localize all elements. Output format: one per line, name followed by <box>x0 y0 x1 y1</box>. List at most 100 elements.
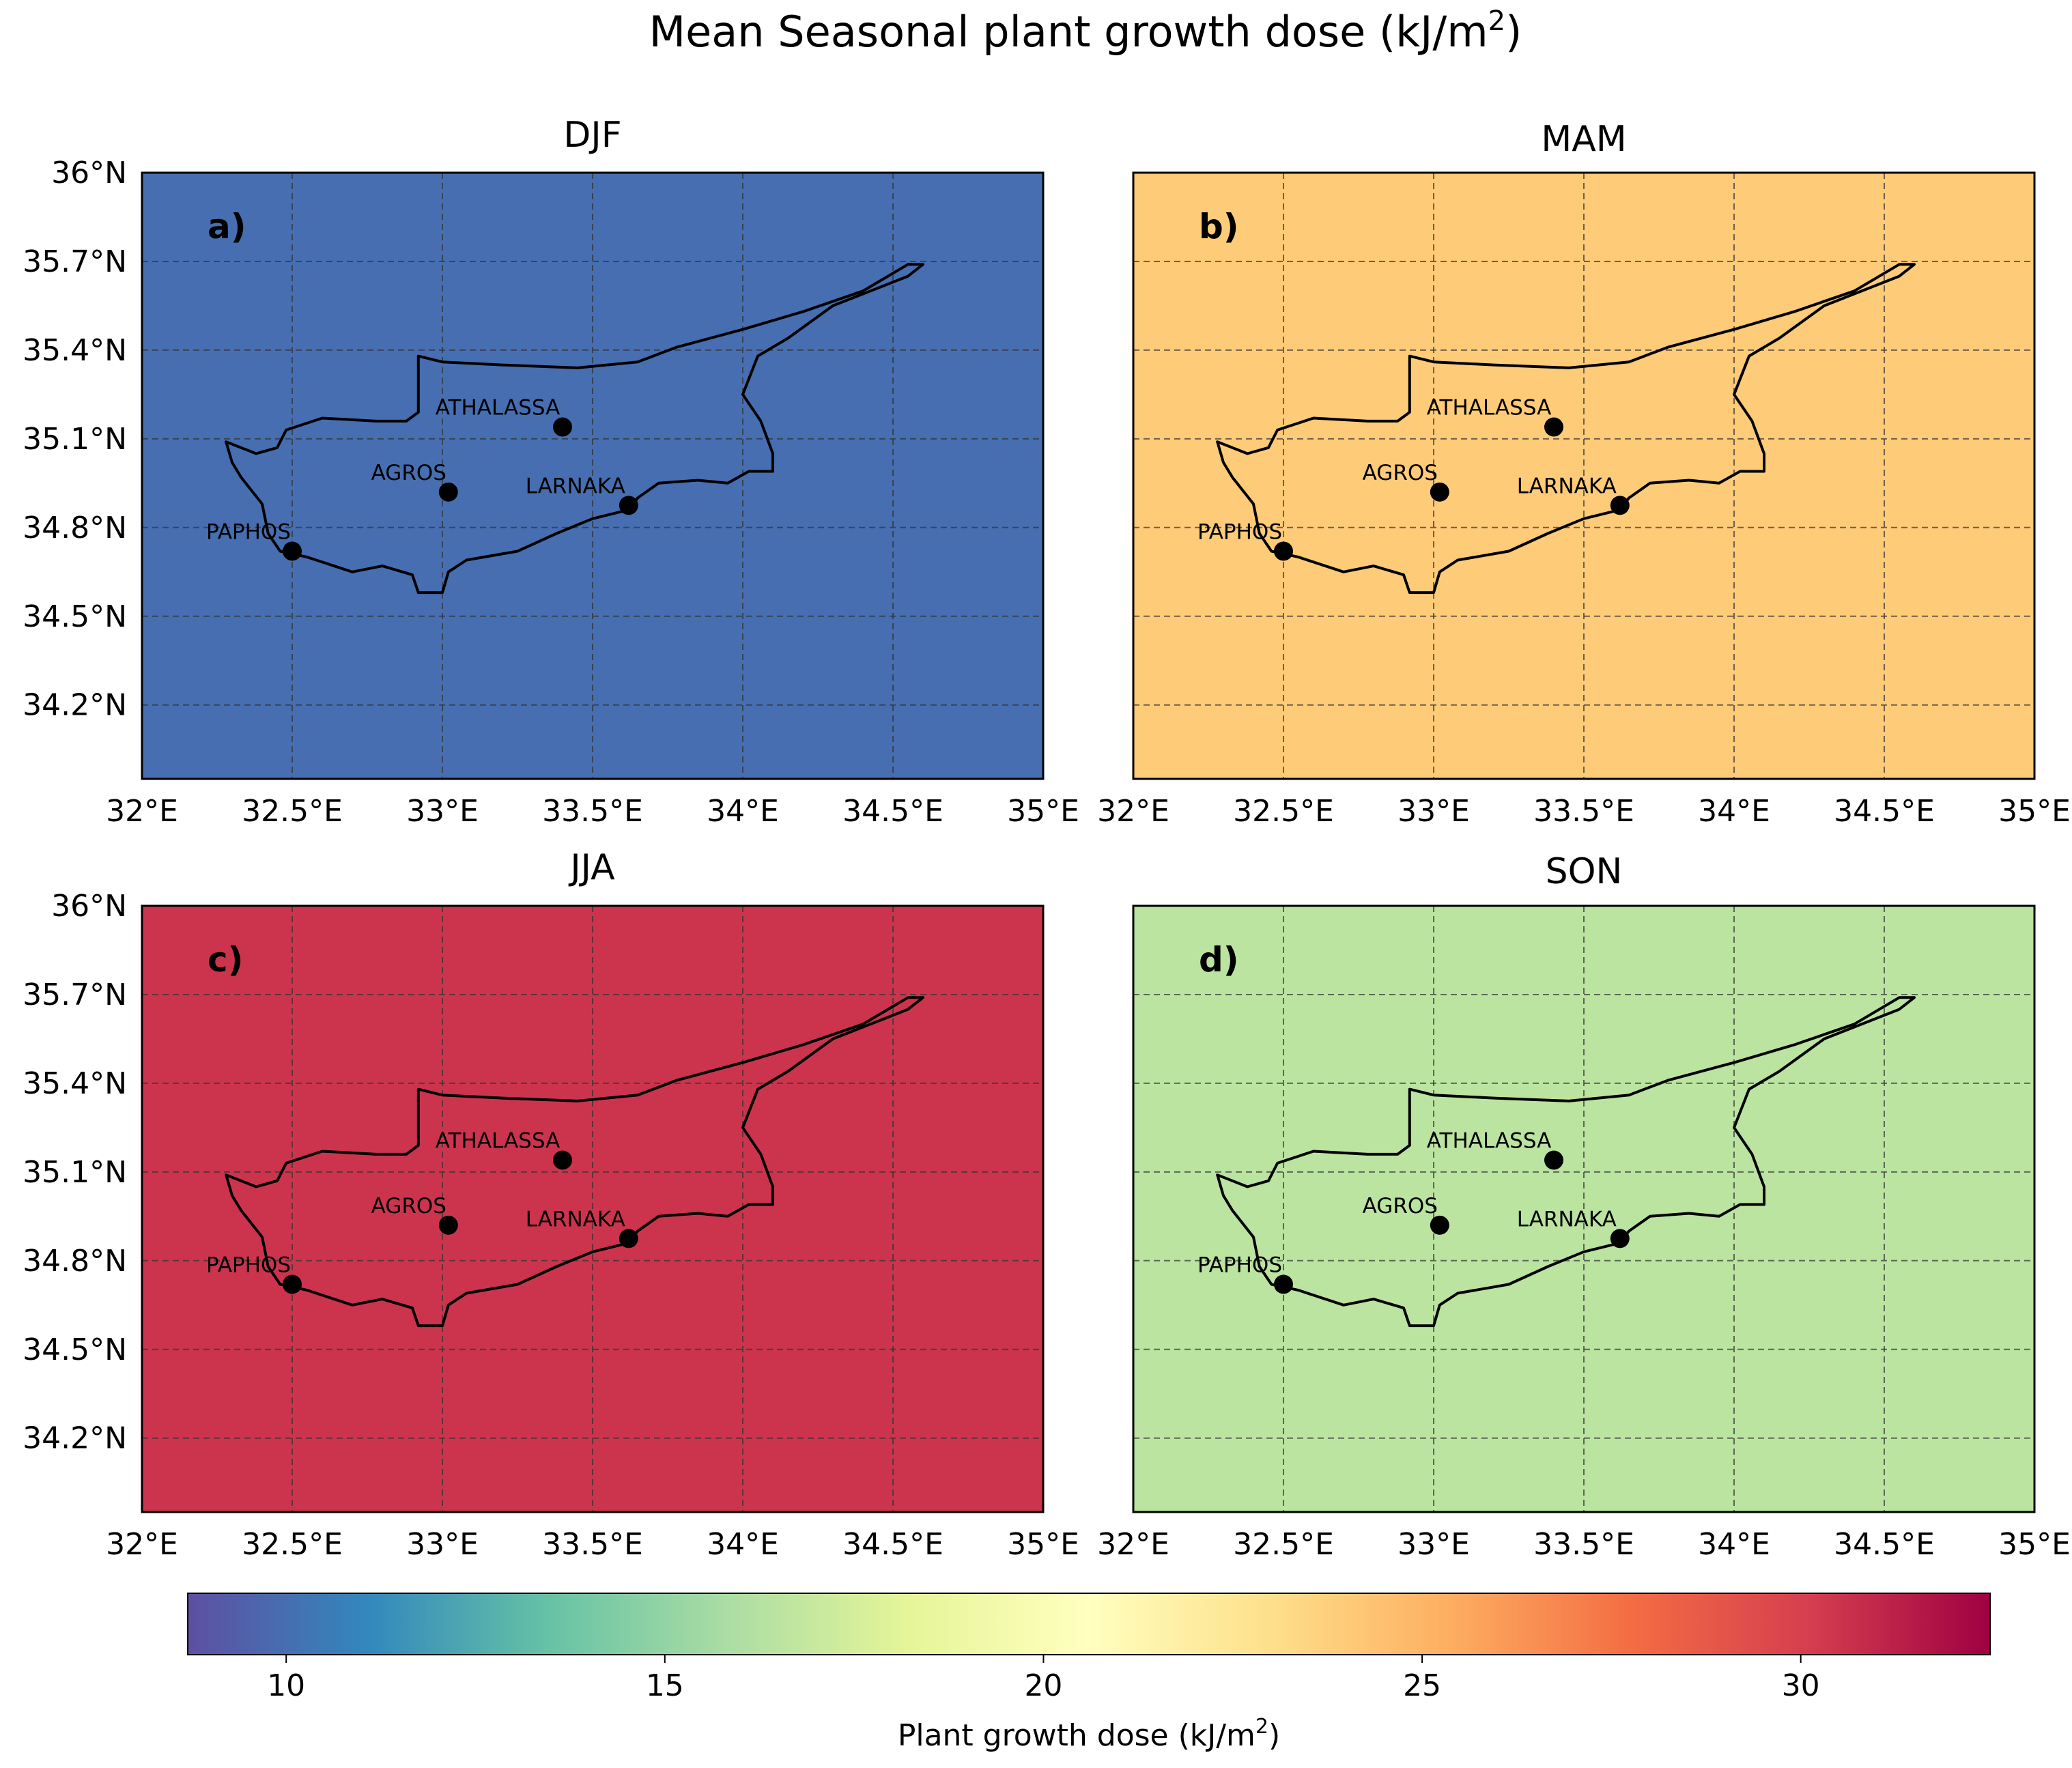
station-label: AGROS <box>1363 1194 1438 1218</box>
y-tick-label: 35.7°N <box>23 978 127 1012</box>
station-label: AGROS <box>371 461 446 485</box>
cyprus-coastline <box>1216 263 1916 595</box>
x-tick-label: 33°E <box>406 1527 479 1562</box>
station-marker <box>1610 496 1630 515</box>
x-tick-label: 34°E <box>1698 794 1770 829</box>
station-marker <box>438 1215 458 1235</box>
colorbar-label: Plant growth dose (kJ/m2) <box>898 1715 1280 1753</box>
panel-title: MAM <box>1541 119 1626 160</box>
station-label: PAPHOS <box>206 1253 291 1277</box>
station-marker <box>1544 417 1563 437</box>
map-panel-djf: DJF ATHALASSA AGROS LARNAKA PAPHOS a) 32°E 32.5… <box>23 115 1079 829</box>
station-label: AGROS <box>1363 461 1438 485</box>
station-label: ATHALASSA <box>1427 1129 1552 1154</box>
x-tick-label: 32.5°E <box>1233 794 1334 829</box>
x-tick-label: 34.5°E <box>1834 794 1935 829</box>
y-tick-label: 36°N <box>51 156 127 190</box>
y-tick-label: 34.5°N <box>23 1332 127 1367</box>
x-tick-label: 32°E <box>106 794 178 829</box>
y-tick-label: 35.1°N <box>23 1155 127 1190</box>
panel-title: JJA <box>568 847 615 888</box>
cyprus-coastline <box>225 263 924 595</box>
x-tick-label: 33°E <box>1397 794 1470 829</box>
panel-letter: a) <box>208 207 246 246</box>
cyprus-coastline <box>1216 996 1916 1328</box>
map-panel-jja: JJA ATHALASSA AGROS LARNAKA PAPHOS c) 32°E 32.5… <box>23 847 1079 1562</box>
x-tick-label: 33.5°E <box>1533 794 1634 829</box>
y-tick-label: 35.1°N <box>23 422 127 457</box>
station-marker <box>553 417 572 437</box>
station-label: ATHALASSA <box>436 1129 560 1154</box>
x-tick-label: 33°E <box>1397 1527 1470 1562</box>
panel-group: DJF ATHALASSA AGROS LARNAKA PAPHOS a) 32°E 32.5… <box>23 115 2071 1562</box>
x-tick-label: 35°E <box>1007 1527 1079 1562</box>
x-tick-label: 32°E <box>106 1527 178 1562</box>
panel-letter: c) <box>208 940 244 980</box>
station-label: LARNAKA <box>1517 1207 1617 1231</box>
station-label: ATHALASSA <box>1427 396 1552 420</box>
station-marker <box>1610 1229 1630 1249</box>
panel-letter: b) <box>1199 207 1239 246</box>
station-label: AGROS <box>371 1194 446 1218</box>
figure-title: Mean Seasonal plant growth dose (kJ/m2) <box>649 5 1522 57</box>
x-tick-label: 33°E <box>406 794 479 829</box>
colorbar-ticks: 10 15 20 25 30 <box>267 1655 1820 1703</box>
x-tick-label: 34°E <box>707 1527 779 1562</box>
y-tick-label: 35.7°N <box>23 244 127 279</box>
x-tick-label: 33.5°E <box>542 794 643 829</box>
station-label: PAPHOS <box>1197 1253 1282 1277</box>
station-label: LARNAKA <box>1517 474 1617 498</box>
station-marker <box>1430 1215 1449 1235</box>
map-frame <box>141 904 1045 1513</box>
x-tick-label: 35°E <box>1007 794 1079 829</box>
station-label: LARNAKA <box>526 474 625 498</box>
x-tick-label: 32.5°E <box>242 1527 343 1562</box>
x-tick-label: 32°E <box>1097 1527 1169 1562</box>
x-tick-label: 32°E <box>1097 794 1169 829</box>
map-frame <box>141 171 1045 780</box>
station-marker <box>619 496 638 515</box>
station-marker <box>619 1229 638 1249</box>
y-tick-label: 35.4°N <box>23 333 127 368</box>
y-tick-label: 34.2°N <box>23 688 127 723</box>
y-tick-label: 34.5°N <box>23 599 127 634</box>
x-tick-label: 34.5°E <box>1834 1527 1935 1562</box>
colorbar-tick-label: 15 <box>646 1668 684 1703</box>
station-label: LARNAKA <box>526 1207 625 1231</box>
y-tick-label: 34.2°N <box>23 1421 127 1456</box>
station-marker <box>438 482 458 502</box>
colorbar-tick-label: 20 <box>1024 1668 1062 1703</box>
station-marker <box>1274 541 1293 561</box>
panel-letter: d) <box>1199 940 1239 980</box>
x-tick-label: 33.5°E <box>542 1527 643 1562</box>
station-marker <box>283 541 302 561</box>
cyprus-coastline <box>225 996 924 1328</box>
x-tick-label: 34.5°E <box>842 794 943 829</box>
map-frame <box>1132 904 2036 1513</box>
map-panel-son: SON ATHALASSA AGROS LARNAKA PAPHOS d) 32°E 32.5… <box>1097 851 2071 1562</box>
x-tick-label: 32.5°E <box>242 794 343 829</box>
station-label: PAPHOS <box>1197 519 1282 544</box>
station-marker <box>553 1150 572 1170</box>
map-frame <box>1132 171 2036 780</box>
y-tick-label: 34.8°N <box>23 1244 127 1279</box>
station-marker <box>1430 482 1449 502</box>
colorbar: 10 15 20 25 30 Plant growth dose (kJ/m2) <box>187 1593 1991 1753</box>
panel-title: SON <box>1546 851 1623 892</box>
x-tick-label: 34°E <box>707 794 779 829</box>
y-tick-label: 35.4°N <box>23 1066 127 1101</box>
station-label: ATHALASSA <box>436 396 560 420</box>
x-tick-label: 33.5°E <box>1533 1527 1634 1562</box>
station-marker <box>1274 1274 1293 1294</box>
panel-title: DJF <box>563 115 621 156</box>
colorbar-tick-label: 10 <box>267 1668 305 1703</box>
map-panel-mam: MAM ATHALASSA AGROS LARNAKA PAPHOS b) 32°E 32.5… <box>1097 119 2071 829</box>
colorbar-bar <box>187 1593 1991 1655</box>
y-tick-label: 34.8°N <box>23 511 127 545</box>
station-marker <box>1544 1150 1563 1170</box>
x-tick-label: 34°E <box>1698 1527 1770 1562</box>
station-marker <box>283 1274 302 1294</box>
x-tick-label: 35°E <box>1998 1527 2071 1562</box>
colorbar-tick-label: 30 <box>1782 1668 1820 1703</box>
